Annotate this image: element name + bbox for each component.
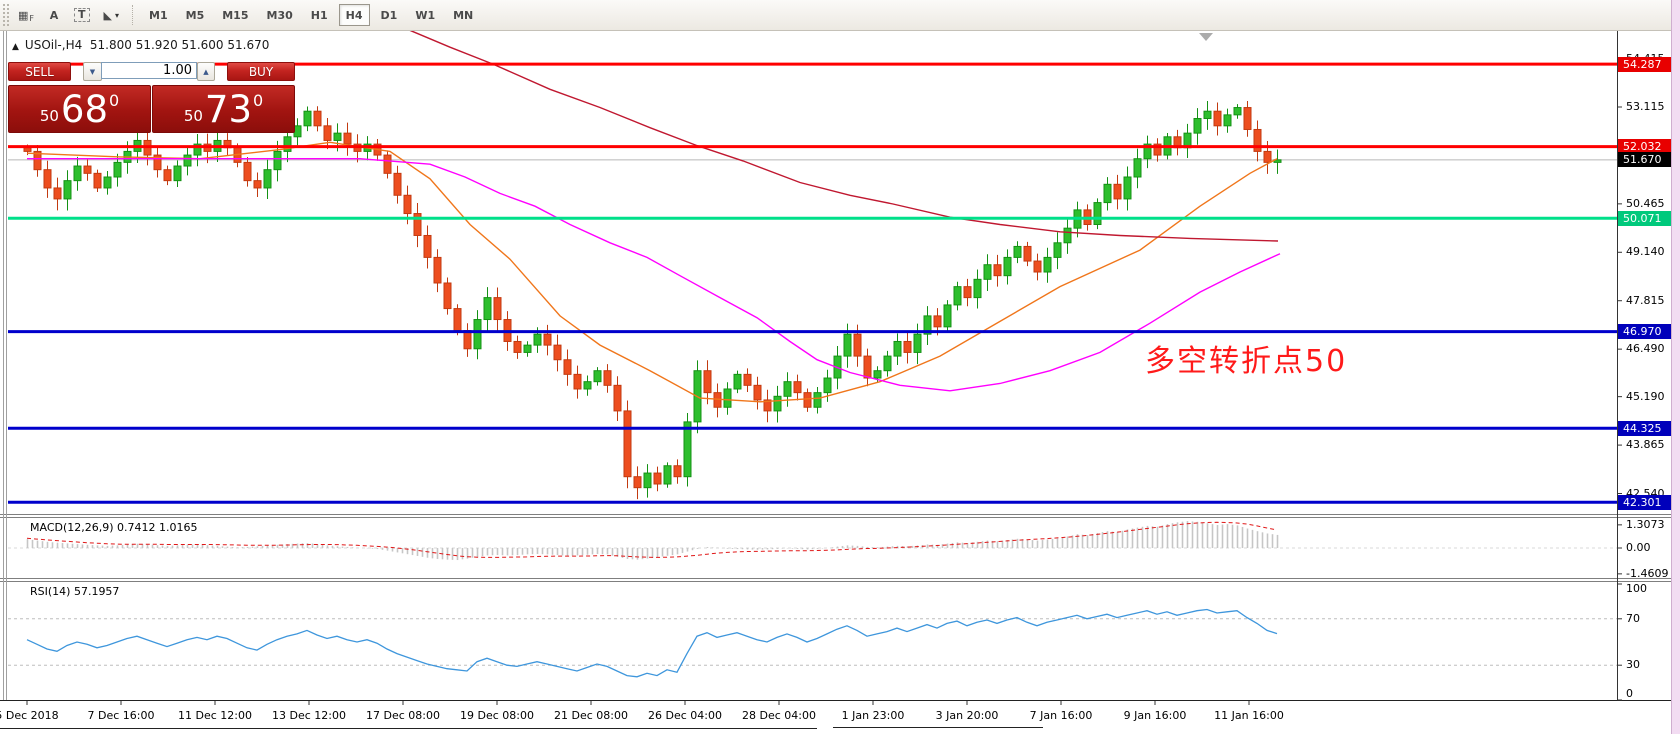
buy-price-panel[interactable]: 50 73 0 [152, 85, 295, 133]
price-tick-label: 47.815 [1626, 294, 1665, 307]
rsi-title: RSI(14) 57.1957 [30, 585, 120, 598]
sell-price-prefix: 50 [39, 107, 59, 125]
price-tick-label: 49.140 [1626, 245, 1665, 258]
time-tick-label: 5 Dec 2018 [0, 709, 59, 722]
price-level-badge: 46.970 [1618, 324, 1671, 339]
price-level-badge: 44.325 [1618, 421, 1671, 436]
timeframe-button-W1[interactable]: W1 [408, 4, 442, 26]
macd-tick-label: 1.3073 [1626, 518, 1665, 531]
price-tick-label: 53.115 [1626, 100, 1665, 113]
text-cursor-icon[interactable]: A [42, 4, 66, 26]
timeframe-button-M15[interactable]: M15 [215, 4, 255, 26]
buy-button[interactable]: BUY [227, 62, 295, 81]
price-level-badge: 42.301 [1618, 495, 1671, 510]
time-tick-label: 26 Dec 04:00 [648, 709, 722, 722]
macd-title: MACD(12,26,9) 0.7412 1.0165 [30, 521, 198, 534]
text-label-icon[interactable]: T [68, 4, 96, 26]
price-level-badge: 52.032 [1618, 139, 1671, 154]
chart-quote-header: ▲ USOil-,H4 51.800 51.920 51.600 51.670 [12, 38, 269, 52]
sell-price-panel[interactable]: 50 68 0 [8, 85, 151, 133]
time-tick-label: 7 Dec 16:00 [87, 709, 155, 722]
time-tick-label: 11 Dec 12:00 [178, 709, 252, 722]
time-tick-label: 28 Dec 04:00 [742, 709, 816, 722]
time-tick-label: 13 Dec 12:00 [272, 709, 346, 722]
template-grid-icon[interactable]: ▦ F [12, 4, 40, 26]
price-tick-label: 50.465 [1626, 197, 1665, 210]
slow-ma-darkred [397, 24, 1279, 242]
sell-price-sup: 0 [109, 91, 120, 110]
timeframe-button-D1[interactable]: D1 [374, 4, 405, 26]
price-tick-label: 46.490 [1626, 342, 1665, 355]
macd-signal-line [26, 521, 1278, 558]
macd-histogram [26, 521, 1279, 561]
timeframe-button-H4[interactable]: H4 [338, 4, 370, 26]
time-tick-label: 19 Dec 08:00 [460, 709, 534, 722]
sell-button[interactable]: SELL [8, 62, 71, 81]
volume-increase-button[interactable]: ▲ [197, 62, 215, 81]
macd-tick-label: 0.00 [1626, 541, 1651, 554]
time-tick-label: 21 Dec 08:00 [554, 709, 628, 722]
quote-open: 51.800 [89, 38, 132, 52]
volume-decrease-button[interactable]: ▼ [83, 62, 102, 81]
fast-ma-orange [26, 141, 1278, 403]
macd-tick-label: -1.4609 [1626, 567, 1669, 580]
symbol-period: USOil-,H4 [24, 38, 83, 52]
collapse-triangle-icon[interactable]: ▲ [12, 42, 19, 52]
toolbar: ▦ F A T ◣ ▾ M1 M5 M15 M30 H1 H4 D1 W1 MN [0, 0, 1680, 31]
rsi-tick-label: 30 [1626, 658, 1640, 671]
rsi-line [26, 608, 1278, 678]
time-tick-label: 1 Jan 23:00 [841, 709, 905, 722]
quote-low: 51.600 [181, 38, 224, 52]
sell-price-big: 68 [60, 87, 108, 131]
buy-price-sup: 0 [253, 91, 264, 110]
time-tick-label: 7 Jan 16:00 [1029, 709, 1093, 722]
buy-price-big: 73 [204, 87, 252, 131]
window-edge-strip [1671, 0, 1680, 734]
timeframe-button-MN[interactable]: MN [446, 4, 480, 26]
time-tick-label: 3 Jan 20:00 [935, 709, 999, 722]
rsi-tick-label: 70 [1626, 612, 1640, 625]
timeframe-button-M1[interactable]: M1 [142, 4, 175, 26]
time-tick-label: 9 Jan 16:00 [1123, 709, 1187, 722]
quote-high: 51.920 [135, 38, 178, 52]
rsi-tick-label: 0 [1626, 687, 1633, 700]
timeframe-button-H1[interactable]: H1 [304, 4, 335, 26]
volume-input[interactable] [101, 62, 197, 79]
price-level-badge: 50.071 [1618, 211, 1671, 226]
time-tick-label: 11 Jan 16:00 [1214, 709, 1284, 722]
shift-marker-icon [1199, 33, 1213, 41]
price-tick-label: 45.190 [1626, 390, 1665, 403]
toolbar-separator [132, 5, 134, 25]
time-tick-label: 17 Dec 08:00 [366, 709, 440, 722]
toolbar-grip [2, 4, 11, 26]
candlesticks [23, 100, 1282, 500]
price-level-badge: 51.670 [1618, 152, 1671, 167]
price-level-badge: 54.287 [1618, 57, 1671, 72]
timeframe-button-M5[interactable]: M5 [179, 4, 212, 26]
quote-close: 51.670 [227, 38, 270, 52]
mid-ma-magenta [27, 157, 1281, 392]
buy-price-prefix: 50 [183, 107, 203, 125]
chart-text-annotation: 多空转折点50 [1145, 344, 1348, 379]
timeframe-button-M30[interactable]: M30 [260, 4, 300, 26]
rsi-tick-label: 100 [1626, 582, 1647, 595]
price-tick-label: 43.865 [1626, 438, 1665, 451]
draw-objects-icon[interactable]: ◣ ▾ [98, 4, 125, 26]
